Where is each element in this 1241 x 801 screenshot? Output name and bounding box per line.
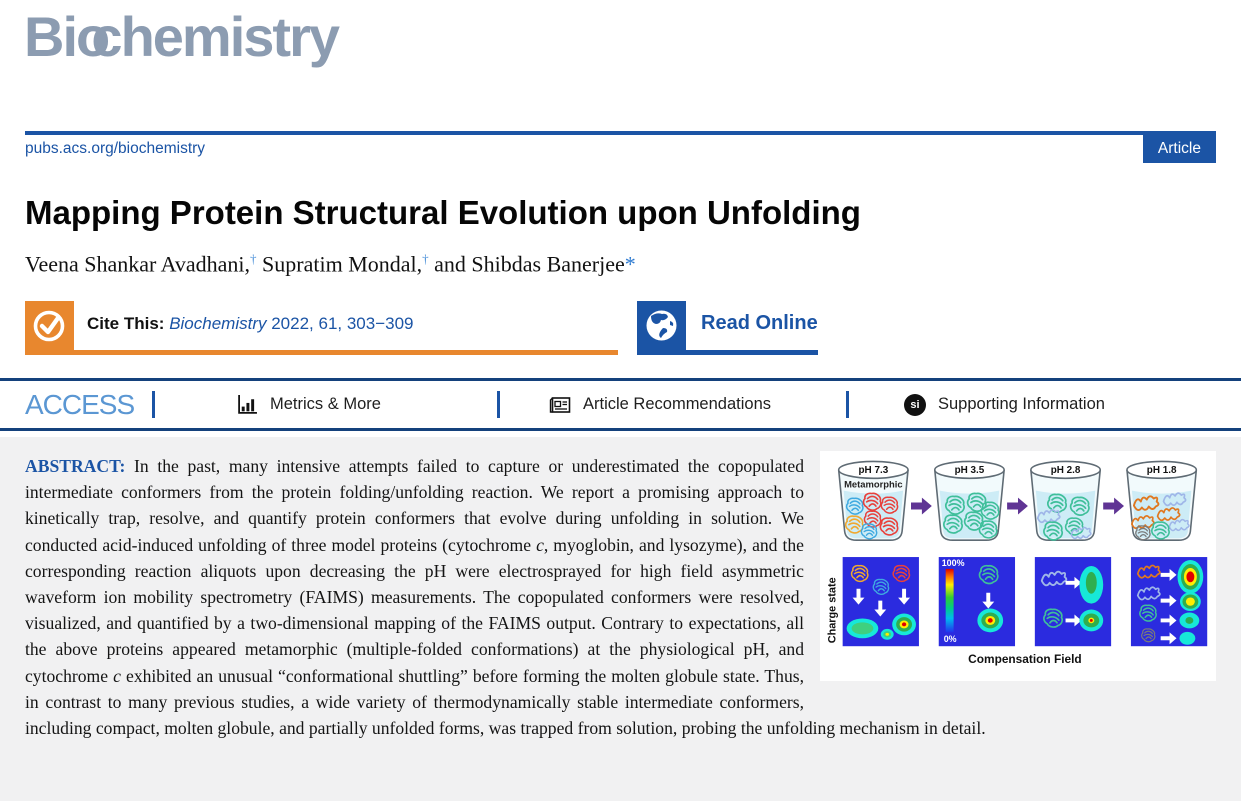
abstract-label: ABSTRACT: xyxy=(25,456,126,476)
abstract-paragraph: ABSTRACT: In the past, many intensive at… xyxy=(25,453,1216,741)
metrics-label: Metrics & More xyxy=(270,395,381,413)
svg-text:pH 7.3: pH 7.3 xyxy=(859,465,889,476)
svg-text:pH 1.8: pH 1.8 xyxy=(1147,465,1177,476)
metrics-and-more-link[interactable]: Metrics & More xyxy=(237,381,381,428)
faims-panel-4 xyxy=(1130,557,1208,647)
supporting-label: Supporting Information xyxy=(938,395,1105,413)
si-icon: si xyxy=(904,393,926,416)
abstract-italic-c: c xyxy=(113,665,121,686)
beaker-ph-3-5: pH 3.5 xyxy=(933,460,1005,541)
journal-url-link[interactable]: pubs.acs.org/biochemistry xyxy=(25,140,206,157)
page-title: Mapping Protein Structural Evolution upo… xyxy=(25,194,861,231)
cite-journal-name: Biochemistry xyxy=(169,314,267,333)
author-affiliation-mark: † xyxy=(250,251,257,266)
author-name[interactable]: and Shibdas Banerjee xyxy=(434,251,625,277)
logo-text-part: c xyxy=(91,5,122,68)
faims-panel-1 xyxy=(842,557,919,647)
read-online-label: Read Online xyxy=(701,312,818,334)
cite-label: Cite This: xyxy=(87,314,165,333)
header-rule xyxy=(25,131,1216,135)
access-toolbar: ACCESS Metrics & More Article Recommenda… xyxy=(0,378,1241,431)
corresponding-author-mark: * xyxy=(624,251,636,277)
faims-panel-3 xyxy=(1034,557,1112,647)
bar-chart-icon xyxy=(238,395,257,414)
abstract-text-segment: In the past, many intensive attempts fai… xyxy=(25,456,804,555)
beaker-ph-7-3: pH 7.3 Metamorphic xyxy=(837,460,909,541)
faims-panel-2: 100% 0% xyxy=(938,557,1016,647)
journal-logo: Biochemistry xyxy=(24,5,340,68)
author-name[interactable]: Supratim Mondal, xyxy=(262,251,423,277)
abstract-text-segment: exhibited an unusual “conformational shu… xyxy=(25,665,986,739)
cite-details: 2022, 61, 303−309 xyxy=(266,314,414,333)
author-list: Veena Shankar Avadhani,† Supratim Mondal… xyxy=(25,251,1025,277)
abstract-text-segment: , myoglobin, and lysozyme), and the corr… xyxy=(25,534,804,686)
reaction-arrow xyxy=(1103,497,1124,515)
beaker-ph-1-8: pH 1.8 xyxy=(1126,460,1198,541)
read-online-underline xyxy=(637,350,818,355)
divider xyxy=(497,391,500,418)
reaction-arrow xyxy=(1007,497,1028,515)
y-axis-label: Charge state xyxy=(827,577,839,643)
logo-text-part: Bi xyxy=(24,5,78,68)
author-name[interactable]: Veena Shankar Avadhani, xyxy=(25,251,251,277)
divider xyxy=(152,391,155,418)
author-affiliation-mark: † xyxy=(422,251,429,266)
abstract-section: pH 7.3 Metamorphic pH 3.5 xyxy=(0,437,1241,801)
svg-text:0%: 0% xyxy=(944,634,957,644)
article-recommendations-link[interactable]: Article Recommendations xyxy=(549,381,771,428)
access-link[interactable]: ACCESS xyxy=(25,389,135,420)
supporting-information-link[interactable]: si Supporting Information xyxy=(904,381,1105,428)
recommendations-label: Article Recommendations xyxy=(583,395,771,413)
x-axis-label: Compensation Field xyxy=(968,652,1081,666)
cite-underline xyxy=(25,350,618,355)
logo-text-part: hemistry xyxy=(120,5,340,68)
beaker-ph-2-8: pH 2.8 xyxy=(1030,460,1102,541)
svg-text:100%: 100% xyxy=(942,558,965,568)
graphical-abstract-figure[interactable]: pH 7.3 Metamorphic pH 3.5 xyxy=(820,451,1216,681)
svg-text:pH 3.5: pH 3.5 xyxy=(955,465,985,476)
divider xyxy=(846,391,849,418)
logo-text-part: o xyxy=(76,5,110,68)
svg-text:Metamorphic: Metamorphic xyxy=(844,479,903,490)
svg-text:pH 2.8: pH 2.8 xyxy=(1051,465,1081,476)
newspaper-icon xyxy=(549,396,571,413)
color-scale-bar xyxy=(945,568,954,633)
reaction-arrow xyxy=(911,497,932,515)
citation-text[interactable]: Cite This: Biochemistry 2022, 61, 303−30… xyxy=(87,314,414,334)
globe-icon xyxy=(637,301,686,350)
cite-check-icon xyxy=(25,301,74,350)
abstract-italic-c: c xyxy=(536,534,544,555)
article-type-badge: Article xyxy=(1142,135,1216,163)
